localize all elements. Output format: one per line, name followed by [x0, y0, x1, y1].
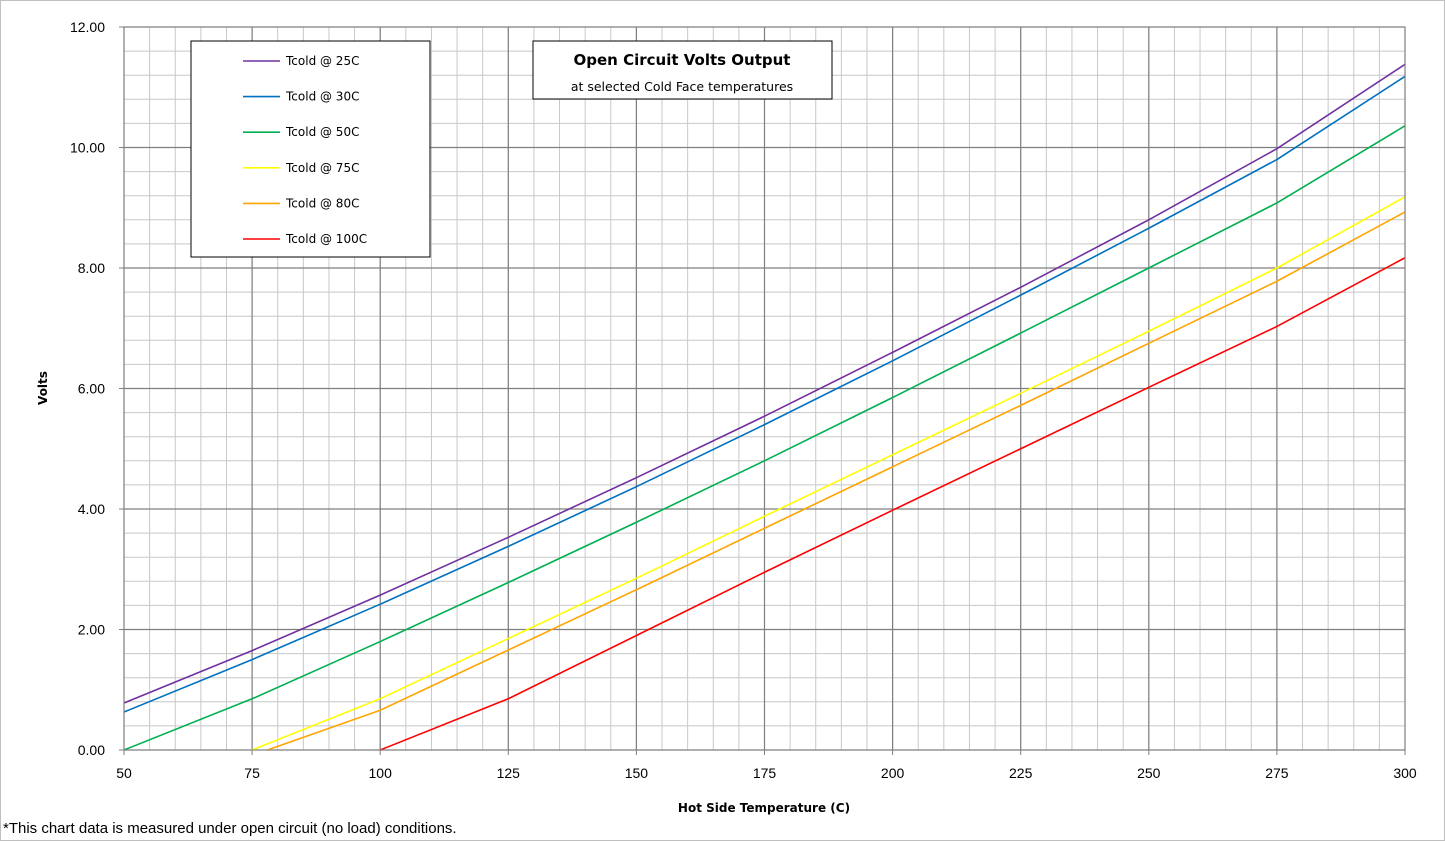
legend-label: Tcold @ 50C [285, 125, 359, 139]
y-tick-label: 8.00 [78, 260, 105, 276]
chart-title-box: Open Circuit Volts Output at selected Co… [532, 40, 833, 100]
series-line [123, 125, 1406, 751]
x-tick-label: 275 [1265, 765, 1289, 781]
series-lines [123, 63, 1406, 751]
series-line [251, 196, 1406, 751]
x-tick-label: 100 [369, 765, 393, 781]
legend-label: Tcold @ 30C [285, 90, 359, 104]
y-tick-label: 6.00 [78, 381, 105, 397]
legend: Tcold @ 25C Tcold @ 30C Tcold @ 50C Tcold @… [190, 40, 431, 258]
series-line [123, 75, 1406, 713]
x-tick-label: 50 [116, 765, 132, 781]
x-tick-label: 250 [1137, 765, 1161, 781]
series-line [267, 211, 1406, 751]
legend-label: Tcold @ 25C [285, 54, 359, 68]
x-tick-label: 300 [1393, 765, 1417, 781]
x-tick-label: 150 [625, 765, 649, 781]
legend-label: Tcold @ 80C [285, 196, 359, 210]
x-axis-title: Hot Side Temperature (C) [678, 801, 850, 815]
footnote: *This chart data is measured under open … [3, 820, 457, 837]
legend-label: Tcold @ 100C [285, 232, 367, 246]
x-tick-label: 125 [497, 765, 521, 781]
y-tick-label: 0.00 [78, 742, 105, 758]
y-tick-label: 10.00 [70, 140, 105, 156]
x-tick-label: 75 [244, 765, 260, 781]
y-axis-title: Volts [36, 371, 50, 405]
y-tick-label: 4.00 [78, 501, 105, 517]
x-axis-ticks: 50 75 100 125 150 175 200 225 250 275 300 [116, 750, 1417, 781]
y-tick-label: 12.00 [70, 19, 105, 35]
chart-subtitle: at selected Cold Face temperatures [571, 79, 793, 94]
chart-title: Open Circuit Volts Output [574, 51, 791, 69]
legend-label: Tcold @ 75C [285, 161, 359, 175]
series-line [379, 257, 1406, 751]
y-tick-label: 2.00 [78, 622, 105, 638]
x-tick-label: 175 [753, 765, 777, 781]
plot-area-border [123, 26, 1406, 751]
x-tick-label: 200 [881, 765, 905, 781]
series-line [123, 63, 1406, 704]
x-tick-label: 225 [1009, 765, 1033, 781]
y-axis-ticks: 0.00 2.00 4.00 6.00 8.00 10.00 12.00 [70, 19, 124, 758]
